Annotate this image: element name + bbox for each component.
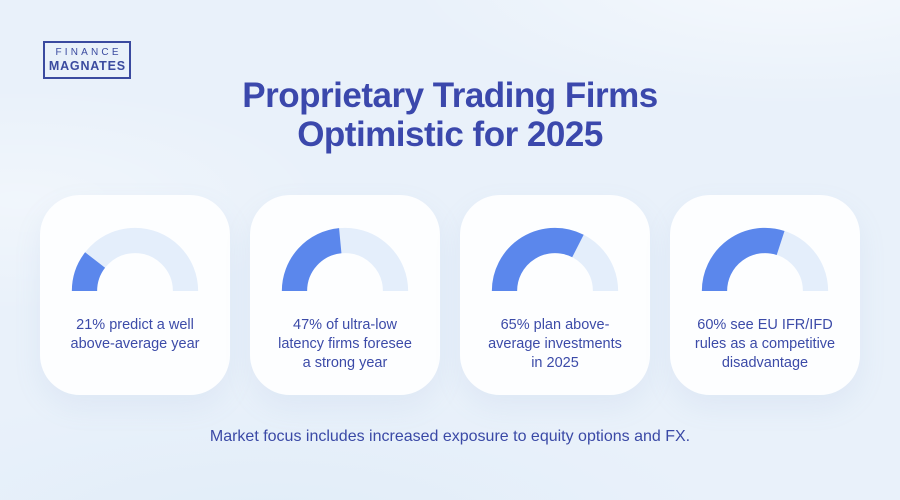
page-title-line-2: Optimistic for 2025	[297, 115, 603, 154]
gauge-chart-2	[281, 227, 409, 291]
footer-caption: Market focus includes increased exposure…	[209, 428, 691, 445]
stat-card-1: 21% predict a well above-average year	[40, 195, 230, 395]
logo-text-finance: FINANCE	[55, 46, 122, 58]
gauge-chart-4	[701, 227, 829, 291]
stat-card-label-2: 47% of ultra-low latency firms foresee a…	[278, 317, 412, 371]
gauge-chart-3	[491, 227, 619, 291]
stat-card-label-3: 65% plan above- average investments in 2…	[488, 317, 622, 371]
page-title: Proprietary Trading Firms Optimistic for…	[0, 76, 900, 154]
stat-card-4: 60% see EU IFR/IFD rules as a competitiv…	[670, 195, 860, 395]
stat-cards-row: 21% predict a well above-average year 47…	[0, 195, 900, 395]
logo-text-magnates: MAGNATES	[48, 58, 126, 73]
page-title-line-1: Proprietary Trading Firms	[242, 76, 658, 115]
stat-card-label-4: 60% see EU IFR/IFD rules as a competitiv…	[694, 317, 836, 371]
stat-card-3: 65% plan above- average investments in 2…	[460, 195, 650, 395]
finance-magnates-logo: FINANCE MAGNATES	[43, 41, 131, 79]
stat-card-label-1: 21% predict a well above-average year	[70, 317, 200, 352]
stat-card-2: 47% of ultra-low latency firms foresee a…	[250, 195, 440, 395]
gauge-chart-1	[71, 227, 199, 291]
